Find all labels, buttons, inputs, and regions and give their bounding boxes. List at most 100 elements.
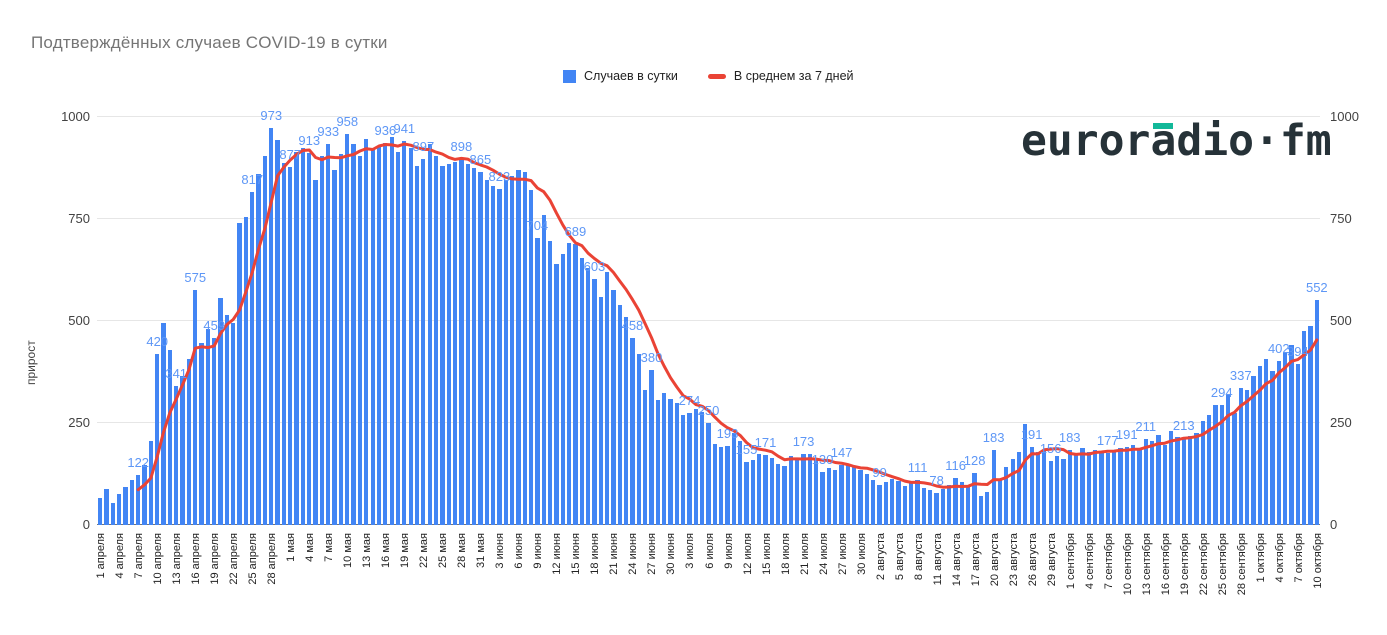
bar[interactable] [611, 289, 616, 525]
bar[interactable] [433, 155, 439, 525]
bar[interactable] [1016, 451, 1022, 525]
bar[interactable] [129, 480, 134, 525]
bar[interactable] [1061, 458, 1066, 525]
bar[interactable] [693, 408, 698, 525]
bar[interactable] [1048, 461, 1053, 525]
bar[interactable] [288, 167, 293, 525]
bar[interactable] [959, 482, 965, 525]
bar[interactable] [592, 278, 597, 525]
bar[interactable] [1308, 326, 1313, 525]
bar[interactable] [674, 403, 679, 525]
bar[interactable] [928, 490, 933, 525]
bar[interactable] [1111, 449, 1117, 525]
bar[interactable] [104, 489, 109, 525]
bar[interactable] [1251, 376, 1256, 525]
bar[interactable] [148, 441, 153, 525]
bar[interactable] [155, 353, 160, 525]
bar[interactable] [281, 163, 287, 525]
bar[interactable] [896, 480, 901, 525]
bar[interactable] [554, 263, 559, 525]
bar[interactable] [1105, 452, 1110, 525]
bar[interactable] [579, 257, 584, 525]
bar[interactable] [326, 144, 331, 525]
bar[interactable] [883, 482, 889, 525]
bar[interactable] [1073, 453, 1079, 525]
bar[interactable] [370, 149, 375, 525]
bar[interactable] [262, 155, 268, 525]
bar[interactable] [1213, 404, 1218, 525]
bar[interactable] [1099, 452, 1104, 525]
bar[interactable] [408, 147, 413, 525]
bar[interactable] [782, 465, 787, 525]
bar[interactable] [985, 491, 990, 525]
bar[interactable] [1314, 299, 1319, 525]
bar[interactable] [585, 267, 591, 525]
bar[interactable] [744, 461, 749, 525]
bar[interactable] [1194, 433, 1199, 525]
bar[interactable] [560, 253, 565, 525]
bar[interactable] [180, 376, 185, 525]
bar[interactable] [452, 161, 458, 525]
bar[interactable] [136, 475, 141, 525]
bar[interactable] [1175, 437, 1180, 525]
bar[interactable] [852, 467, 857, 525]
bar[interactable] [826, 467, 832, 525]
bar[interactable] [1238, 387, 1243, 525]
bar[interactable] [871, 480, 876, 525]
bar[interactable] [972, 472, 977, 525]
bar[interactable] [471, 168, 477, 525]
bar[interactable] [123, 487, 128, 525]
bar[interactable] [814, 459, 819, 525]
bar[interactable] [465, 163, 470, 525]
bar[interactable] [459, 158, 464, 525]
bar[interactable] [414, 165, 420, 525]
bar[interactable] [909, 483, 914, 525]
bar[interactable] [738, 441, 743, 525]
bar[interactable] [858, 469, 863, 525]
bar[interactable] [1118, 448, 1123, 525]
bar[interactable] [516, 170, 521, 525]
bar[interactable] [1137, 449, 1142, 525]
bar[interactable] [1067, 450, 1072, 525]
bar[interactable] [1054, 455, 1060, 525]
bar[interactable] [522, 172, 527, 525]
bar[interactable] [623, 316, 629, 525]
bar[interactable] [1282, 351, 1288, 525]
bar[interactable] [687, 413, 692, 525]
bar[interactable] [902, 486, 908, 525]
bar[interactable] [649, 369, 654, 525]
bar[interactable] [1257, 365, 1262, 525]
legend-item-7day-average[interactable]: В среднем за 7 дней [707, 69, 854, 83]
bar[interactable] [351, 143, 356, 525]
bar[interactable] [1302, 331, 1307, 525]
bar[interactable] [541, 214, 546, 525]
bar[interactable] [484, 180, 489, 525]
legend-item-daily-cases[interactable]: Случаев в сутки [563, 69, 678, 83]
bar[interactable] [769, 457, 774, 525]
bar[interactable] [776, 463, 781, 525]
bar[interactable] [757, 453, 762, 525]
bar[interactable] [725, 446, 730, 525]
bar[interactable] [395, 151, 401, 525]
bar[interactable] [997, 478, 1003, 525]
bar[interactable] [389, 137, 394, 525]
bar[interactable] [402, 141, 407, 525]
bar[interactable] [243, 216, 249, 525]
bar[interactable] [117, 494, 122, 525]
bar[interactable] [1080, 448, 1085, 525]
bar[interactable] [630, 338, 635, 525]
bar[interactable] [940, 489, 946, 525]
bar[interactable] [427, 143, 432, 525]
bar[interactable] [845, 463, 851, 525]
bar[interactable] [478, 172, 483, 525]
bar[interactable] [161, 323, 166, 525]
bar[interactable] [966, 486, 971, 525]
bar[interactable] [978, 496, 984, 525]
bar[interactable] [376, 145, 382, 525]
bar[interactable] [535, 237, 540, 525]
bar[interactable] [1225, 394, 1231, 525]
bar[interactable] [655, 399, 660, 525]
bar[interactable] [1181, 438, 1186, 525]
bar[interactable] [668, 398, 673, 525]
bar[interactable] [807, 453, 813, 525]
